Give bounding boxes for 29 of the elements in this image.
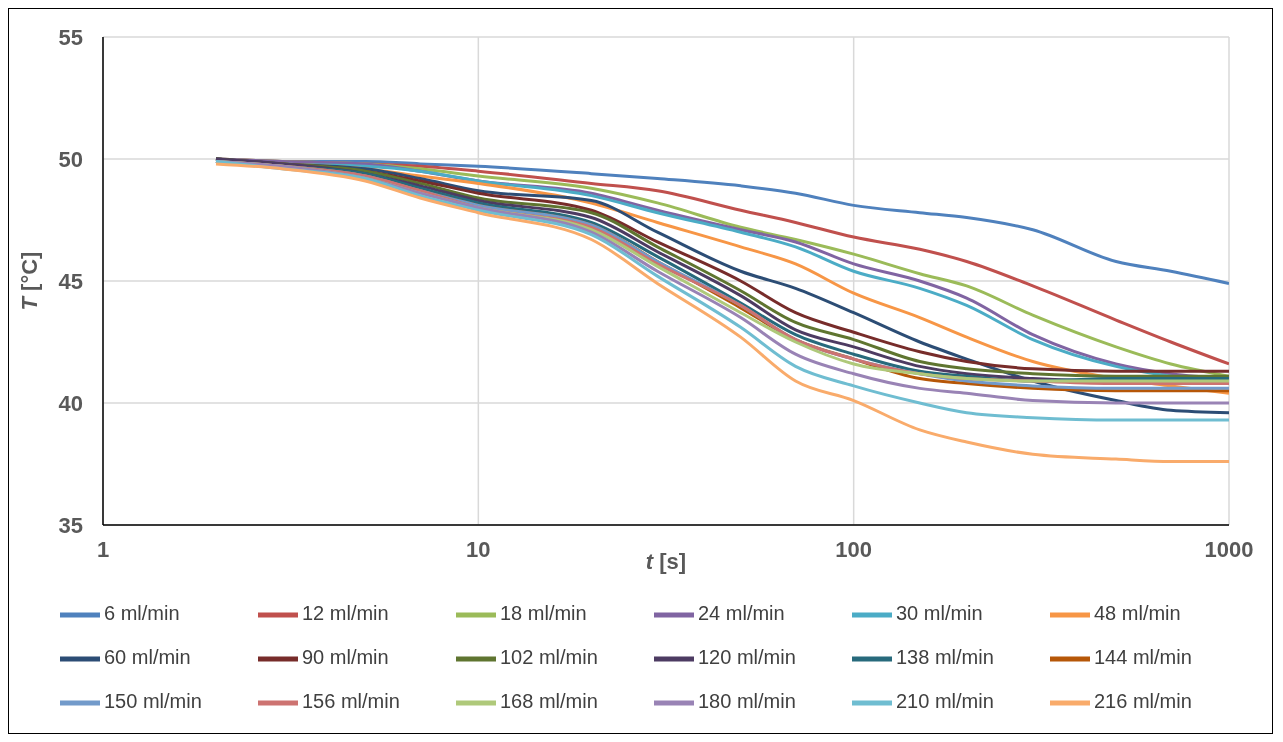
legend-label: 102 ml/min xyxy=(500,646,598,669)
x-tick-label: 1000 xyxy=(1204,536,1254,562)
legend-label: 216 ml/min xyxy=(1094,690,1192,713)
legend-label: 120 ml/min xyxy=(698,646,796,669)
legend-label: 150 ml/min xyxy=(104,690,202,713)
legend-label: 48 ml/min xyxy=(1094,602,1181,625)
y-axis-title: T [°C] xyxy=(17,251,42,311)
y-tick-label: 45 xyxy=(58,268,83,294)
x-tick-label: 10 xyxy=(466,536,491,562)
x-axis-title: t [s] xyxy=(645,549,687,574)
y-tick-label: 40 xyxy=(58,390,83,416)
x-tick-label: 100 xyxy=(835,536,873,562)
y-tick-label: 50 xyxy=(58,146,83,172)
legend-label: 30 ml/min xyxy=(896,602,983,625)
legend-label: 138 ml/min xyxy=(896,646,994,669)
x-tick-label: 1 xyxy=(96,536,110,562)
legend-label: 156 ml/min xyxy=(302,690,400,713)
y-tick-label: 35 xyxy=(58,512,83,538)
legend-label: 6 ml/min xyxy=(104,602,180,625)
legend-label: 60 ml/min xyxy=(104,646,191,669)
legend-label: 180 ml/min xyxy=(698,690,796,713)
y-tick-label: 55 xyxy=(58,24,83,50)
legend-label: 144 ml/min xyxy=(1094,646,1192,669)
legend-label: 18 ml/min xyxy=(500,602,587,625)
legend-label: 24 ml/min xyxy=(698,602,785,625)
legend-label: 90 ml/min xyxy=(302,646,389,669)
legend-label: 12 ml/min xyxy=(302,602,389,625)
legend-label: 168 ml/min xyxy=(500,690,598,713)
legend-label: 210 ml/min xyxy=(896,690,994,713)
